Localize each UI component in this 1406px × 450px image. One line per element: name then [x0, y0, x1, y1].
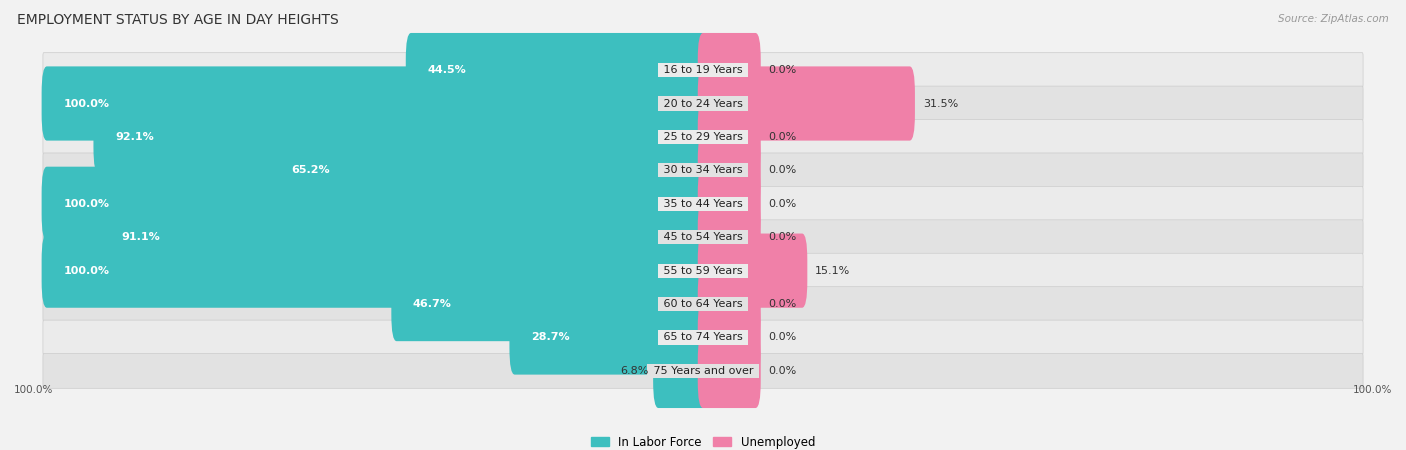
FancyBboxPatch shape: [509, 301, 709, 374]
Text: 0.0%: 0.0%: [769, 299, 797, 309]
Text: 45 to 54 Years: 45 to 54 Years: [659, 232, 747, 242]
FancyBboxPatch shape: [44, 320, 1362, 355]
Text: 75 Years and over: 75 Years and over: [650, 366, 756, 376]
Text: 0.0%: 0.0%: [769, 65, 797, 75]
FancyBboxPatch shape: [697, 301, 761, 374]
FancyBboxPatch shape: [697, 200, 761, 274]
FancyBboxPatch shape: [391, 267, 709, 341]
Text: 25 to 29 Years: 25 to 29 Years: [659, 132, 747, 142]
Text: 65 to 74 Years: 65 to 74 Years: [659, 333, 747, 342]
Text: 44.5%: 44.5%: [427, 65, 467, 75]
Text: EMPLOYMENT STATUS BY AGE IN DAY HEIGHTS: EMPLOYMENT STATUS BY AGE IN DAY HEIGHTS: [17, 14, 339, 27]
FancyBboxPatch shape: [697, 100, 761, 174]
FancyBboxPatch shape: [44, 287, 1362, 321]
Text: 0.0%: 0.0%: [769, 132, 797, 142]
Text: 15.1%: 15.1%: [815, 266, 851, 276]
FancyBboxPatch shape: [42, 166, 709, 241]
Text: 60 to 64 Years: 60 to 64 Years: [659, 299, 747, 309]
Text: 92.1%: 92.1%: [115, 132, 153, 142]
FancyBboxPatch shape: [654, 334, 709, 408]
Text: 31.5%: 31.5%: [922, 99, 957, 108]
Text: 16 to 19 Years: 16 to 19 Years: [659, 65, 747, 75]
Text: 65.2%: 65.2%: [291, 165, 330, 176]
FancyBboxPatch shape: [44, 153, 1362, 188]
Text: 0.0%: 0.0%: [769, 232, 797, 242]
Text: 91.1%: 91.1%: [122, 232, 160, 242]
FancyBboxPatch shape: [44, 86, 1362, 121]
Text: 100.0%: 100.0%: [63, 266, 110, 276]
Text: 35 to 44 Years: 35 to 44 Years: [659, 199, 747, 209]
Text: 0.0%: 0.0%: [769, 366, 797, 376]
FancyBboxPatch shape: [697, 267, 761, 341]
FancyBboxPatch shape: [697, 334, 761, 408]
Text: 20 to 24 Years: 20 to 24 Years: [659, 99, 747, 108]
FancyBboxPatch shape: [42, 234, 709, 308]
FancyBboxPatch shape: [270, 133, 709, 207]
Text: 55 to 59 Years: 55 to 59 Years: [659, 266, 747, 276]
Legend: In Labor Force, Unemployed: In Labor Force, Unemployed: [586, 431, 820, 450]
Text: 100.0%: 100.0%: [63, 99, 110, 108]
FancyBboxPatch shape: [697, 166, 761, 241]
Text: 6.8%: 6.8%: [620, 366, 648, 376]
FancyBboxPatch shape: [42, 67, 709, 140]
FancyBboxPatch shape: [406, 33, 709, 107]
Text: 0.0%: 0.0%: [769, 333, 797, 342]
FancyBboxPatch shape: [44, 354, 1362, 388]
FancyBboxPatch shape: [100, 200, 709, 274]
Text: Source: ZipAtlas.com: Source: ZipAtlas.com: [1278, 14, 1389, 23]
FancyBboxPatch shape: [44, 53, 1362, 87]
FancyBboxPatch shape: [44, 253, 1362, 288]
FancyBboxPatch shape: [697, 67, 915, 140]
FancyBboxPatch shape: [44, 120, 1362, 154]
Text: 0.0%: 0.0%: [769, 199, 797, 209]
Text: 100.0%: 100.0%: [1353, 385, 1392, 395]
FancyBboxPatch shape: [697, 133, 761, 207]
FancyBboxPatch shape: [697, 33, 761, 107]
Text: 100.0%: 100.0%: [14, 385, 53, 395]
Text: 0.0%: 0.0%: [769, 165, 797, 176]
FancyBboxPatch shape: [93, 100, 709, 174]
FancyBboxPatch shape: [697, 234, 807, 308]
Text: 46.7%: 46.7%: [413, 299, 451, 309]
FancyBboxPatch shape: [44, 220, 1362, 255]
FancyBboxPatch shape: [44, 186, 1362, 221]
Text: 30 to 34 Years: 30 to 34 Years: [659, 165, 747, 176]
Text: 100.0%: 100.0%: [63, 199, 110, 209]
Text: 28.7%: 28.7%: [531, 333, 569, 342]
